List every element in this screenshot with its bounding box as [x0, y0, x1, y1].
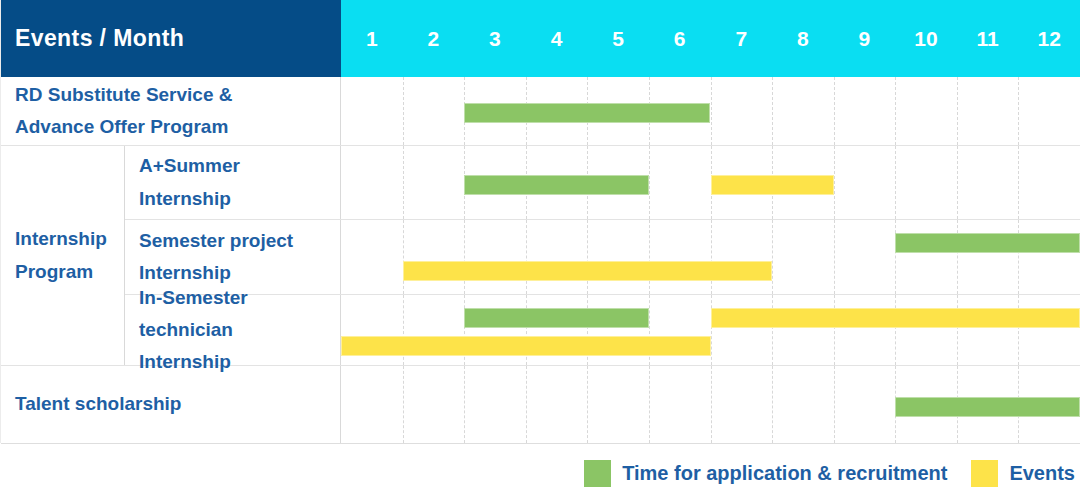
month-label: 1 — [341, 0, 403, 77]
month-label: 5 — [587, 0, 649, 77]
application-bar — [464, 103, 710, 123]
month-gridline — [834, 146, 835, 219]
month-gridline — [711, 366, 712, 443]
month-gridline — [711, 295, 712, 365]
month-gridline — [895, 220, 896, 294]
legend-item-application: Time for application & recruitment — [584, 460, 947, 487]
month-gridline — [772, 295, 773, 365]
application-bar — [895, 397, 1080, 417]
row-label: Talent scholarship — [1, 366, 341, 443]
month-gridline — [649, 366, 650, 443]
month-gridline — [834, 295, 835, 365]
legend-label: Events — [1009, 462, 1075, 485]
row-label: RD Substitute Service & Advance Offer Pr… — [1, 77, 341, 145]
month-gridline — [526, 366, 527, 443]
event-bar — [341, 336, 711, 356]
month-gridline — [1018, 220, 1019, 294]
month-label: 9 — [834, 0, 896, 77]
month-gridline — [464, 366, 465, 443]
month-gridline — [649, 220, 650, 294]
header-row: Events / Month 123456789101112 — [1, 0, 1080, 77]
month-gridline — [587, 366, 588, 443]
timeline — [341, 295, 1080, 365]
month-gridline — [711, 77, 712, 145]
schedule-table: Events / Month 123456789101112 RD Substi… — [0, 0, 1080, 443]
event-bar — [711, 175, 834, 195]
month-gridline — [711, 220, 712, 294]
month-gridline — [1018, 295, 1019, 365]
month-gridline — [1018, 146, 1019, 219]
row-label: A+Summer Internship — [125, 146, 341, 219]
month-gridline — [957, 146, 958, 219]
event-bar — [711, 308, 1080, 328]
month-gridline — [772, 77, 773, 145]
table-row-a-summer: A+Summer Internship — [125, 146, 1080, 220]
month-gridline — [895, 295, 896, 365]
timeline — [341, 146, 1080, 219]
month-gridline — [957, 220, 958, 294]
month-gridline — [772, 220, 773, 294]
month-gridline — [403, 146, 404, 219]
month-gridline — [834, 77, 835, 145]
application-bar — [895, 233, 1080, 253]
month-gridline — [957, 295, 958, 365]
month-header: 123456789101112 — [341, 0, 1080, 77]
month-gridline — [587, 220, 588, 294]
application-bar — [464, 175, 649, 195]
events-month-header: Events / Month — [1, 0, 341, 77]
event-color-swatch — [971, 460, 998, 487]
month-gridline — [834, 366, 835, 443]
month-gridline — [957, 77, 958, 145]
table-row-talent-scholarship: Talent scholarship — [1, 366, 1080, 444]
table-row-in-semester: In-Semester technician Internship — [125, 295, 1080, 365]
month-label: 4 — [526, 0, 588, 77]
month-label: 3 — [464, 0, 526, 77]
application-color-swatch — [584, 460, 611, 487]
legend-label: Time for application & recruitment — [622, 462, 947, 485]
group-label: Internship Program — [1, 146, 125, 365]
table-row-group-internship: Internship Program A+Summer Internship S… — [1, 146, 1080, 366]
month-label: 11 — [957, 0, 1019, 77]
event-bar — [403, 261, 773, 281]
month-gridline — [464, 220, 465, 294]
month-gridline — [403, 366, 404, 443]
gantt-chart: Events / Month 123456789101112 RD Substi… — [0, 0, 1080, 494]
application-bar — [464, 308, 649, 328]
month-label: 12 — [1018, 0, 1080, 77]
month-gridline — [895, 77, 896, 145]
row-label: In-Semester technician Internship — [125, 295, 341, 365]
month-gridline — [895, 146, 896, 219]
month-label: 10 — [895, 0, 957, 77]
group-sub-rows: A+Summer Internship Semester project Int… — [125, 146, 1080, 365]
legend: Time for application & recruitment Event… — [584, 460, 1075, 487]
month-gridline — [403, 220, 404, 294]
timeline — [341, 77, 1080, 145]
month-gridline — [1018, 77, 1019, 145]
month-gridline — [834, 220, 835, 294]
month-gridline — [772, 366, 773, 443]
timeline — [341, 366, 1080, 443]
table-row-rd-substitute: RD Substitute Service & Advance Offer Pr… — [1, 77, 1080, 146]
month-gridline — [526, 220, 527, 294]
month-label: 7 — [710, 0, 772, 77]
month-label: 2 — [403, 0, 465, 77]
legend-item-events: Events — [971, 460, 1075, 487]
timeline — [341, 220, 1080, 294]
month-label: 6 — [649, 0, 711, 77]
month-label: 8 — [772, 0, 834, 77]
month-gridline — [649, 146, 650, 219]
month-gridline — [403, 77, 404, 145]
